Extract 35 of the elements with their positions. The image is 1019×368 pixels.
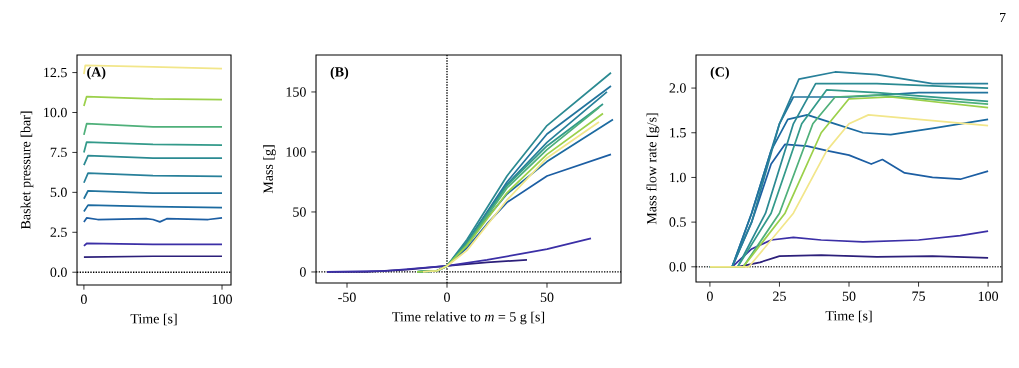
x-tick-label: 0 xyxy=(444,292,450,303)
y-tick-label: 0 xyxy=(299,267,306,277)
y-tick-label: 0.0 xyxy=(50,267,67,277)
y-tick-label: 7.5 xyxy=(50,147,67,158)
y-tick-label: 10.0 xyxy=(44,107,67,118)
x-tick-label: 25 xyxy=(773,291,786,302)
y-tick-label: 100 xyxy=(286,147,306,157)
x-tick-label: 0 xyxy=(706,291,713,302)
x-tick-label: 0 xyxy=(80,294,87,305)
y-axis-title: Basket pressure [bar] xyxy=(20,111,34,230)
y-axis-title: Mass flow rate [g/s] xyxy=(646,113,660,225)
x-tick-label: 50 xyxy=(842,291,856,302)
x-tick-label: -50 xyxy=(338,292,356,303)
x-axis-title: Time [s] xyxy=(130,313,177,326)
y-tick-label: 150 xyxy=(286,87,306,97)
y-axis-title: Mass [g] xyxy=(263,145,276,194)
annotation: (C) xyxy=(710,66,729,80)
annotation: (B) xyxy=(330,66,349,80)
x-tick-label: 50 xyxy=(540,292,554,303)
x-tick-label: 100 xyxy=(212,294,232,305)
y-tick-label: 2.5 xyxy=(50,227,67,238)
y-tick-label: 2.0 xyxy=(669,83,686,93)
y-tick-label: 0.5 xyxy=(669,217,686,227)
x-axis-title: Time relative to m = 5 g [s] xyxy=(392,311,545,325)
text: 7 xyxy=(1000,12,1006,23)
y-tick-label: 0.0 xyxy=(669,262,686,272)
y-tick-label: 5.0 xyxy=(50,187,67,198)
x-tick-label: 100 xyxy=(978,291,999,302)
x-tick-label: 75 xyxy=(912,291,925,301)
x-axis-title: Time [s] xyxy=(825,310,872,323)
y-tick-label: 50 xyxy=(293,207,306,217)
y-tick-label: 1.0 xyxy=(670,172,686,183)
annotation: (A) xyxy=(87,66,106,80)
y-tick-label: 1.5 xyxy=(670,128,686,138)
y-tick-label: 12.5 xyxy=(44,67,67,78)
